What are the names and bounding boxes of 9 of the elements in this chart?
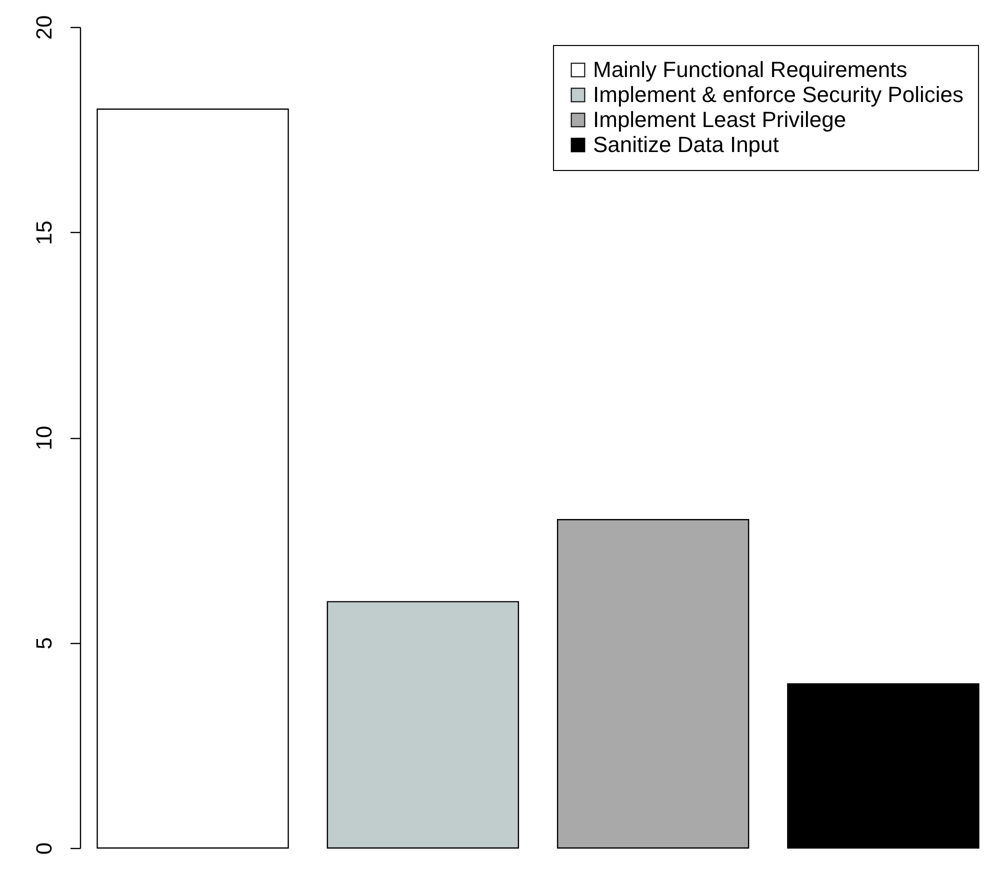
legend-label: Mainly Functional Requirements (593, 57, 908, 82)
y-tick-label: 5 (32, 637, 56, 650)
legend-label: Implement & enforce Security Policies (593, 82, 964, 107)
y-tick-label: 0 (32, 842, 56, 855)
y-tick-label: 15 (32, 220, 56, 245)
y-tick-label: 10 (32, 426, 56, 450)
legend-label: Implement Least Privilege (593, 107, 846, 132)
legend-label: Sanitize Data Input (593, 132, 779, 157)
y-tick-label: 20 (32, 15, 56, 40)
